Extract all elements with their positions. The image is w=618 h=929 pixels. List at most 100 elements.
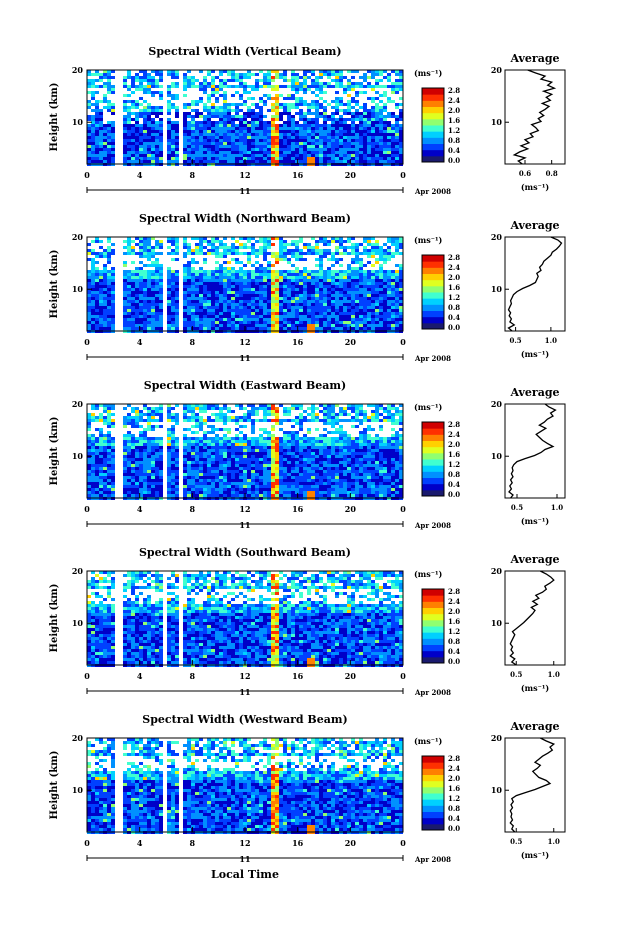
heatmap-cell <box>395 252 399 255</box>
heatmap-cell <box>135 106 139 109</box>
heatmap-cell <box>375 148 379 151</box>
heatmap-cell <box>391 243 395 246</box>
heatmap-cell <box>283 109 287 112</box>
heatmap-cell <box>195 154 199 157</box>
heatmap-cell <box>315 148 319 151</box>
heatmap-cell <box>127 419 131 422</box>
heatmap-cell <box>87 300 91 303</box>
heatmap-cell <box>147 258 151 261</box>
heatmap-cell <box>187 249 191 252</box>
heatmap-cell <box>135 494 139 497</box>
heatmap-cell <box>107 434 111 437</box>
heatmap-cell <box>247 255 251 258</box>
heatmap-cell <box>207 431 211 434</box>
heatmap-cell <box>383 145 387 148</box>
heatmap-cell <box>131 130 135 133</box>
heatmap-cell <box>111 154 115 157</box>
heatmap-cell <box>399 306 403 309</box>
heatmap-cell <box>203 246 207 249</box>
heatmap-cell <box>395 309 399 312</box>
heatmap-cell <box>275 300 279 303</box>
heatmap-cell <box>147 413 151 416</box>
heatmap-cell <box>87 73 91 76</box>
heatmap-cell <box>279 76 283 79</box>
heatmap-cell <box>227 267 231 270</box>
heatmap-cell <box>195 133 199 136</box>
heatmap-cell <box>379 112 383 115</box>
heatmap-cell <box>171 482 175 485</box>
heatmap-cell <box>159 452 163 455</box>
heatmap-cell <box>131 136 135 139</box>
heatmap-cell <box>143 321 147 324</box>
heatmap-cell <box>383 106 387 109</box>
heatmap-cell <box>195 467 199 470</box>
heatmap-cell <box>255 88 259 91</box>
heatmap-cell <box>267 306 271 309</box>
heatmap-cell <box>187 133 191 136</box>
heatmap-cell <box>95 458 99 461</box>
heatmap-cell <box>347 133 351 136</box>
heatmap-cell <box>299 318 303 321</box>
heatmap-cell <box>111 449 115 452</box>
heatmap-cell <box>147 109 151 112</box>
heatmap-cell <box>323 279 327 282</box>
heatmap-cell <box>259 285 263 288</box>
heatmap-cell <box>255 297 259 300</box>
heatmap-cell <box>127 422 131 425</box>
heatmap-cell <box>103 407 107 410</box>
heatmap-cell <box>211 461 215 464</box>
heatmap-cell <box>231 249 235 252</box>
heatmap-cell <box>255 145 259 148</box>
heatmap-cell <box>271 127 275 130</box>
heatmap-cell <box>391 237 395 240</box>
heatmap-cell <box>347 240 351 243</box>
heatmap-cell <box>319 276 323 279</box>
heatmap-cell <box>139 124 143 127</box>
heatmap-cell <box>227 476 231 479</box>
heatmap-cell <box>235 109 239 112</box>
heatmap-cell <box>327 297 331 300</box>
heatmap-cell <box>259 270 263 273</box>
heatmap-cell <box>91 148 95 151</box>
heatmap-cell <box>363 121 367 124</box>
heatmap-cell <box>171 154 175 157</box>
heatmap-cell <box>251 309 255 312</box>
heatmap-cell <box>167 291 171 294</box>
heatmap-cell <box>383 91 387 94</box>
heatmap-cell <box>327 103 331 106</box>
heatmap-cell <box>147 118 151 121</box>
heatmap-cell <box>343 288 347 291</box>
heatmap-cell <box>227 321 231 324</box>
heatmap-cell <box>175 76 179 79</box>
heatmap-cell <box>311 249 315 252</box>
heatmap-cell <box>355 300 359 303</box>
heatmap-cell <box>191 491 195 494</box>
heatmap-cell <box>183 124 187 127</box>
heatmap-cell <box>171 455 175 458</box>
heatmap-cell <box>167 276 171 279</box>
heatmap-cell <box>143 294 147 297</box>
heatmap-cell <box>91 127 95 130</box>
heatmap-cell <box>127 109 131 112</box>
heatmap-cell <box>103 288 107 291</box>
heatmap-cell <box>259 148 263 151</box>
heatmap-cell <box>251 139 255 142</box>
heatmap-cell <box>271 276 275 279</box>
heatmap-cell <box>331 264 335 267</box>
heatmap-cell <box>199 485 203 488</box>
heatmap-cell <box>159 124 163 127</box>
heatmap-cell <box>203 452 207 455</box>
heatmap-cell <box>363 124 367 127</box>
heatmap-cell <box>251 136 255 139</box>
heatmap-cell <box>199 127 203 130</box>
heatmap-cell <box>367 261 371 264</box>
heatmap-cell <box>399 112 403 115</box>
heatmap-cell <box>331 273 335 276</box>
heatmap-cell <box>339 276 343 279</box>
heatmap-cell <box>111 437 115 440</box>
heatmap-cell <box>183 440 187 443</box>
heatmap-cell <box>127 85 131 88</box>
heatmap-cell <box>103 324 107 327</box>
avg-y-tick-label: 20 <box>491 232 503 242</box>
heatmap-cell <box>191 327 195 330</box>
